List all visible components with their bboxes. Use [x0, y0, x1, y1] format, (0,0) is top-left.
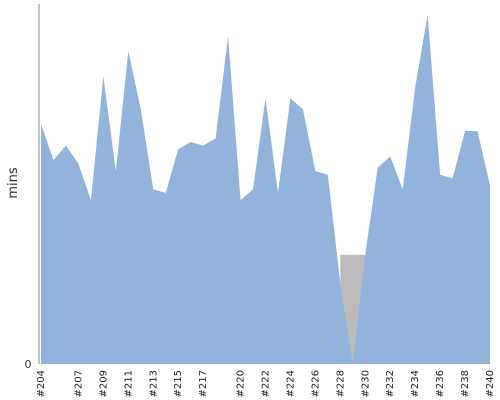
- data-point-238: [464, 130, 466, 132]
- data-point-217: [202, 145, 204, 147]
- x-tick-label: #204: [36, 370, 47, 397]
- x-tick-label: #222: [261, 370, 272, 397]
- x-tick-label: #220: [236, 370, 247, 397]
- data-point-220: [240, 199, 242, 201]
- data-point-204: [40, 123, 42, 125]
- data-point-237: [452, 177, 454, 179]
- data-point-214: [165, 192, 167, 194]
- data-point-222: [265, 97, 267, 99]
- data-point-211: [127, 50, 129, 52]
- data-point-225: [302, 108, 304, 110]
- data-point-212: [140, 108, 142, 110]
- x-tick-label: #234: [410, 370, 421, 397]
- data-point-235: [427, 14, 429, 16]
- data-point-213: [152, 188, 154, 190]
- data-point-216: [190, 141, 192, 143]
- data-point-239: [477, 130, 479, 132]
- data-point-240: [489, 185, 491, 187]
- x-tick-label: #238: [460, 370, 471, 397]
- x-tick-label: #226: [310, 370, 321, 397]
- data-point-233: [402, 188, 404, 190]
- data-point-221: [252, 188, 254, 190]
- data-point-227: [327, 174, 329, 176]
- x-tick-label: #215: [173, 370, 184, 397]
- data-point-236: [439, 174, 441, 176]
- data-point-210: [115, 170, 117, 172]
- x-tick-label: #230: [360, 370, 371, 397]
- x-tick-label: #240: [485, 370, 496, 397]
- y-axis-label: mins: [6, 167, 21, 199]
- area-series: [41, 14, 490, 365]
- data-point-230: [364, 254, 366, 256]
- x-tick-label: #209: [98, 370, 109, 397]
- data-point-206: [65, 145, 67, 147]
- x-tick-label: #232: [385, 370, 396, 397]
- x-tick-label: #207: [73, 370, 84, 397]
- data-point-218: [215, 137, 217, 139]
- data-point-234: [414, 86, 416, 88]
- x-tick-label: #224: [285, 370, 296, 397]
- data-point-226: [314, 170, 316, 172]
- data-point-229: [352, 363, 354, 365]
- x-tick-label: #228: [335, 370, 346, 397]
- data-point-207: [77, 163, 79, 165]
- data-point-208: [90, 199, 92, 201]
- data-point-224: [289, 97, 291, 99]
- data-point-205: [52, 159, 54, 161]
- x-tick-label: #211: [123, 370, 134, 397]
- y-tick-label-zero: 0: [25, 358, 32, 371]
- data-point-232: [389, 156, 391, 158]
- data-point-228: [339, 283, 341, 285]
- x-tick-label: #217: [198, 370, 209, 397]
- x-tick-label: #213: [148, 370, 159, 397]
- data-point-219: [227, 35, 229, 37]
- data-point-223: [277, 192, 279, 194]
- data-point-215: [177, 148, 179, 150]
- data-point-209: [102, 75, 104, 77]
- data-point-231: [377, 166, 379, 168]
- x-tick-label: #236: [435, 370, 446, 397]
